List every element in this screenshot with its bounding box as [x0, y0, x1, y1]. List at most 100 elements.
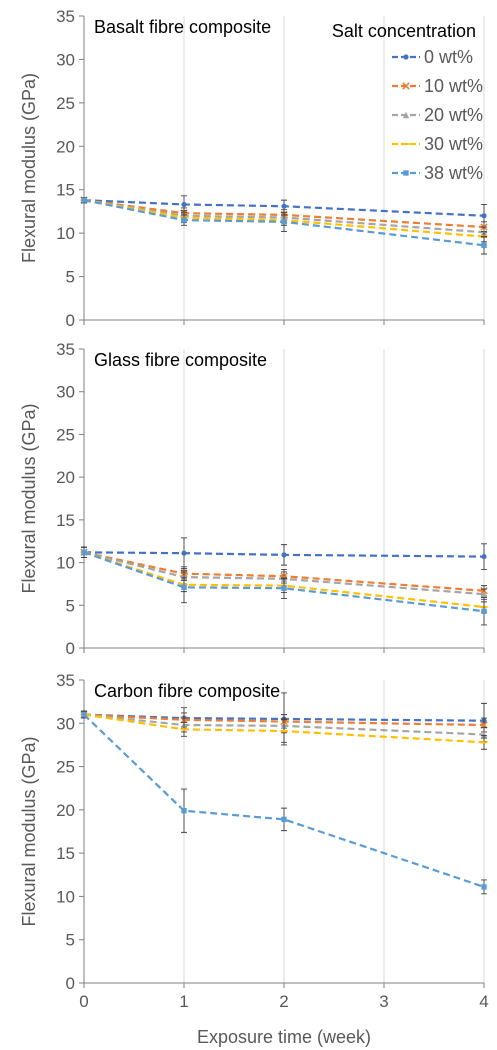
y-tick-label: 15	[56, 181, 75, 200]
y-tick-label: 5	[66, 596, 75, 615]
data-point	[181, 201, 187, 208]
series-line	[83, 199, 485, 229]
legend-marker	[403, 54, 409, 60]
series-line	[83, 551, 485, 613]
series-38-wt-	[81, 197, 487, 255]
data-point	[480, 731, 488, 738]
y-tick-label: 5	[66, 268, 75, 287]
legend-label: 30 wt%	[424, 134, 483, 154]
data-point	[481, 553, 487, 560]
data-point	[481, 213, 487, 219]
x-axis-label: Exposure time (week)	[197, 1027, 371, 1047]
panel-glass: 0 5 10 15 20 25 30 35 Flexural modulus (GPa) Glas…	[19, 340, 488, 658]
panel-title-carbon: Carbon fibre composite	[94, 681, 280, 701]
y-ticks: 0 5 10 15 20 25 30 35	[56, 340, 84, 658]
series-line	[83, 199, 485, 217]
legend-item: 10 wt%	[392, 76, 483, 96]
y-axis-label: Flexural modulus (GPa)	[19, 736, 39, 926]
y-tick-label: 0	[66, 974, 75, 993]
series-0-wt-	[81, 195, 487, 228]
legend-item: 0 wt%	[392, 47, 473, 67]
legend-marker	[402, 111, 410, 119]
y-tick-label: 35	[56, 671, 75, 690]
data-point	[81, 711, 87, 718]
series-line	[83, 551, 485, 592]
y-tick-label: 25	[56, 425, 75, 444]
x-tick-label: 2	[279, 992, 288, 1011]
series-line	[83, 713, 485, 736]
y-tick-label: 30	[56, 714, 75, 733]
data-point	[281, 816, 287, 823]
data-point	[480, 721, 488, 729]
y-tick-label: 25	[56, 94, 75, 113]
series-line	[83, 713, 485, 727]
data-point	[181, 584, 187, 591]
legend-item: 38 wt%	[392, 163, 483, 183]
data-point	[81, 549, 87, 556]
legend-label: 20 wt%	[424, 105, 483, 125]
y-tick-label: 10	[56, 554, 75, 573]
data-point	[181, 550, 187, 556]
x-tick-label: 3	[379, 992, 388, 1011]
series-line	[83, 199, 485, 238]
data-point	[181, 808, 187, 814]
data-point	[281, 203, 287, 209]
y-ticks: 0 5 10 15 20 25 30 35	[56, 671, 84, 993]
y-tick-label: 10	[56, 887, 75, 906]
legend-label: 38 wt%	[424, 163, 483, 183]
y-tick-label: 15	[56, 511, 75, 530]
series-38-wt-	[81, 710, 487, 895]
y-axis-label: Flexural modulus (GPa)	[19, 403, 39, 593]
panel-basalt: 0 5 10 15 20 25 30 35 Flexural modulus (GPa) Basa…	[19, 7, 488, 330]
y-tick-label: 30	[56, 383, 75, 402]
legend-item: 30 wt%	[392, 134, 483, 154]
y-tick-label: 10	[56, 224, 75, 243]
series-38-wt-	[81, 546, 487, 626]
data-point	[281, 219, 287, 225]
gridlines	[183, 16, 485, 320]
gridlines	[183, 349, 485, 648]
y-axis-label: Flexural modulus (GPa)	[19, 73, 39, 263]
y-tick-label: 25	[56, 758, 75, 777]
y-ticks: 0 5 10 15 20 25 30 35	[56, 7, 84, 330]
y-tick-label: 30	[56, 50, 75, 69]
data-point	[181, 217, 187, 223]
y-tick-label: 0	[66, 639, 75, 658]
series-line	[83, 551, 485, 558]
legend-label: 0 wt%	[424, 47, 473, 67]
legend: Salt concentration 0 wt% 10 wt% 20 wt% 30 wt…	[332, 21, 483, 183]
legend-label: 10 wt%	[424, 76, 483, 96]
legend-item: 20 wt%	[392, 105, 483, 125]
series-line	[83, 713, 485, 744]
y-tick-label: 35	[56, 7, 75, 26]
data-point	[480, 590, 488, 598]
panel-title-basalt: Basalt fibre composite	[94, 17, 271, 37]
data-point	[481, 608, 487, 614]
data-point	[81, 197, 87, 203]
panel-title-glass: Glass fibre composite	[94, 350, 267, 370]
data-point	[481, 884, 487, 890]
data-point	[281, 585, 287, 591]
data-point	[481, 242, 487, 249]
series-line	[83, 551, 485, 596]
y-tick-label: 5	[66, 931, 75, 950]
x-tick-label: 1	[179, 992, 188, 1011]
y-tick-label: 35	[56, 340, 75, 359]
y-tick-label: 15	[56, 844, 75, 863]
legend-title: Salt concentration	[332, 21, 476, 41]
y-tick-label: 20	[56, 801, 75, 820]
series-line	[83, 199, 485, 247]
legend-marker	[403, 170, 409, 176]
x-tick-label: 0	[79, 992, 88, 1011]
y-tick-label: 0	[66, 311, 75, 330]
y-tick-label: 20	[56, 137, 75, 156]
x-tick-label: 4	[479, 992, 488, 1011]
legend-marker	[402, 82, 410, 90]
y-tick-label: 20	[56, 468, 75, 487]
panel-carbon: 0 5 10 15 20 25 30 35 0 1 2 3 4 Flexural modulus (GPa…	[19, 671, 489, 1047]
series-line	[83, 551, 485, 609]
series-line	[83, 713, 485, 888]
data-point	[281, 552, 287, 558]
